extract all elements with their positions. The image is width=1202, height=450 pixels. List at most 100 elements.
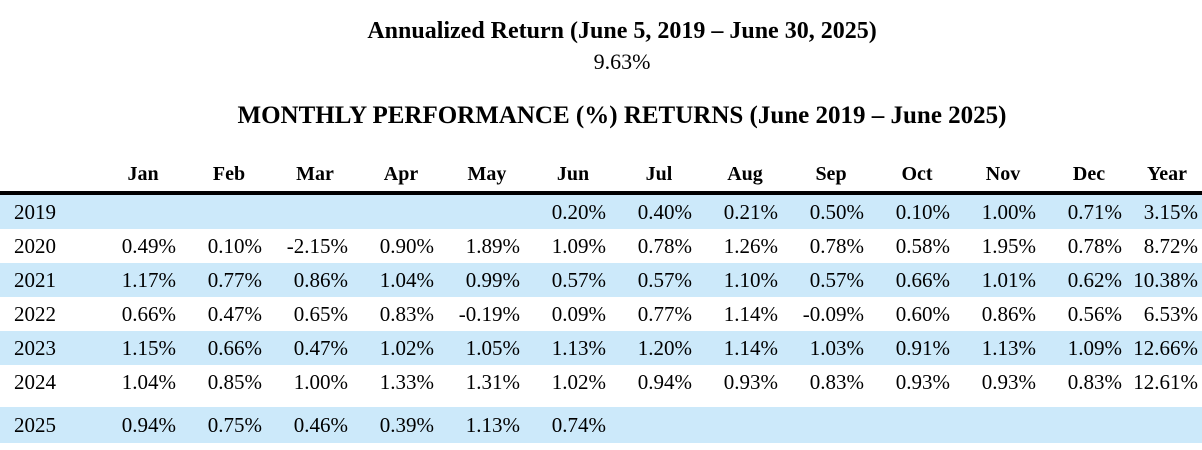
return-cell: 1.15% <box>121 335 176 360</box>
year-total-cell <box>1132 407 1202 443</box>
month-column-header: Jan <box>100 156 186 195</box>
return-cell <box>186 193 272 229</box>
return-cell: 0.93% <box>723 369 778 394</box>
return-cell: 0.66% <box>121 301 176 326</box>
month-column-header: Apr <box>358 156 444 195</box>
table-row-2019: 2019 0.20% 0.40% 0.21% 0.50% 0.10% 1.00% 0.71% 3… <box>0 193 1202 229</box>
returns-table-header: Jan Feb Mar Apr May Jun Jul Aug Sep Oct Nov Dec Year <box>0 156 1202 195</box>
year-total-cell: 6.53% <box>1143 301 1198 326</box>
month-column-header: Aug <box>702 156 788 195</box>
return-cell <box>1046 407 1132 443</box>
year-total-cell: 8.72% <box>1143 233 1198 258</box>
return-cell: 0.66% <box>207 335 262 360</box>
return-cell <box>788 407 874 443</box>
return-cell <box>358 193 444 229</box>
return-cell: 1.89% <box>465 233 520 258</box>
return-cell: 0.39% <box>379 412 434 437</box>
return-cell: 0.77% <box>637 301 692 326</box>
return-cell: 0.09% <box>551 301 606 326</box>
return-cell: 0.46% <box>293 412 348 437</box>
return-cell: 1.04% <box>121 369 176 394</box>
return-cell: 0.47% <box>207 301 262 326</box>
return-cell: 1.20% <box>637 335 692 360</box>
monthly-returns-table: Jan Feb Mar Apr May Jun Jul Aug Sep Oct Nov Dec Year… <box>0 156 1202 443</box>
return-cell: 1.09% <box>1067 335 1122 360</box>
return-cell: 0.21% <box>723 199 778 224</box>
return-cell: 0.57% <box>551 267 606 292</box>
return-cell: 1.01% <box>981 267 1036 292</box>
return-cell: 0.20% <box>551 199 606 224</box>
return-cell: 1.04% <box>379 267 434 292</box>
month-column-header: Sep <box>788 156 874 195</box>
return-cell <box>960 407 1046 443</box>
table-row-2022: 2022 0.66% 0.47% 0.65% 0.83% -0.19% 0.09% 0.77%… <box>0 297 1202 331</box>
return-cell: 0.85% <box>207 369 262 394</box>
return-cell: 0.77% <box>207 267 262 292</box>
return-cell: 0.86% <box>981 301 1036 326</box>
return-cell: 0.78% <box>1067 233 1122 258</box>
return-cell <box>272 193 358 229</box>
return-cell: 0.60% <box>895 301 950 326</box>
return-cell: 0.78% <box>809 233 864 258</box>
return-cell: 0.10% <box>895 199 950 224</box>
return-cell: -0.09% <box>802 301 864 326</box>
year-total-column-header: Year <box>1132 156 1202 195</box>
return-cell: 0.57% <box>809 267 864 292</box>
return-cell: 1.13% <box>981 335 1036 360</box>
year-row-label: 2019 <box>14 199 56 224</box>
return-cell: 1.26% <box>723 233 778 258</box>
title-block: Annualized Return (June 5, 2019 – June 3… <box>0 0 1202 132</box>
return-cell: 0.47% <box>293 335 348 360</box>
month-column-header: Jul <box>616 156 702 195</box>
month-column-header: May <box>444 156 530 195</box>
return-cell: 0.71% <box>1067 199 1122 224</box>
month-column-header: Jun <box>530 156 616 195</box>
returns-table-body: 2019 0.20% 0.40% 0.21% 0.50% 0.10% 1.00% 0.71% 3… <box>0 193 1202 443</box>
year-row-label: 2021 <box>14 267 56 292</box>
return-cell <box>616 407 702 443</box>
row-gap-spacer <box>0 399 1202 407</box>
return-cell <box>100 193 186 229</box>
return-cell <box>702 407 788 443</box>
year-total-cell: 12.61% <box>1133 369 1198 394</box>
annualized-return-value: 9.63% <box>593 49 651 74</box>
return-cell <box>874 407 960 443</box>
return-cell: 1.03% <box>809 335 864 360</box>
return-cell: 1.09% <box>551 233 606 258</box>
month-column-header: Oct <box>874 156 960 195</box>
year-row-label: 2025 <box>14 412 56 437</box>
return-cell: 0.10% <box>207 233 262 258</box>
return-cell: 0.49% <box>121 233 176 258</box>
return-cell: 0.99% <box>465 267 520 292</box>
return-cell <box>444 193 530 229</box>
month-column-header: Dec <box>1046 156 1132 195</box>
return-cell: 0.40% <box>637 199 692 224</box>
return-cell: -0.19% <box>458 301 520 326</box>
return-cell: 1.13% <box>551 335 606 360</box>
month-column-header: Mar <box>272 156 358 195</box>
monthly-returns-title: MONTHLY PERFORMANCE (%) RETURNS (June 20… <box>237 102 1007 129</box>
table-row-2025: 2025 0.94% 0.75% 0.46% 0.39% 1.13% 0.74% <box>0 407 1202 443</box>
return-cell: 0.50% <box>809 199 864 224</box>
header-row: Jan Feb Mar Apr May Jun Jul Aug Sep Oct Nov Dec Year <box>0 156 1202 195</box>
return-cell: 0.66% <box>895 267 950 292</box>
return-cell: 0.94% <box>121 412 176 437</box>
return-cell: 0.90% <box>379 233 434 258</box>
return-cell: 0.83% <box>809 369 864 394</box>
month-column-header: Nov <box>960 156 1046 195</box>
year-row-label: 2023 <box>14 335 56 360</box>
table-row-2023: 2023 1.15% 0.66% 0.47% 1.02% 1.05% 1.13% 1.20% 1… <box>0 331 1202 365</box>
return-cell: 1.17% <box>121 267 176 292</box>
return-cell: -2.15% <box>286 233 348 258</box>
return-cell: 0.65% <box>293 301 348 326</box>
return-cell: 0.94% <box>637 369 692 394</box>
year-column-header-blank <box>0 156 100 195</box>
return-cell: 1.31% <box>465 369 520 394</box>
return-cell: 1.14% <box>723 335 778 360</box>
return-cell: 1.13% <box>465 412 520 437</box>
return-cell: 1.02% <box>551 369 606 394</box>
return-cell: 1.02% <box>379 335 434 360</box>
month-column-header: Feb <box>186 156 272 195</box>
row-gap-spacer-cell <box>0 399 1202 407</box>
return-cell: 0.74% <box>551 412 606 437</box>
